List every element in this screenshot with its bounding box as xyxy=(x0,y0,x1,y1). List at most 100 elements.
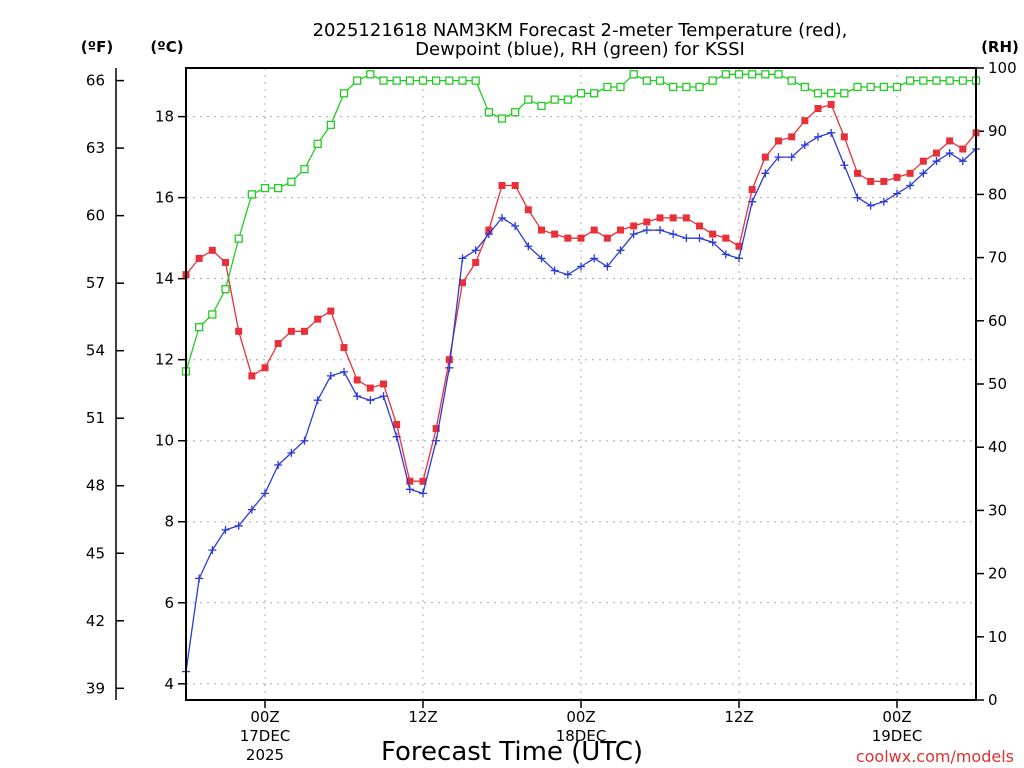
dewpoint-point xyxy=(419,489,427,498)
celsius-tick-label: 16 xyxy=(155,189,174,207)
dewpoint-point xyxy=(958,157,967,166)
temperature-point xyxy=(840,133,848,141)
rh-point xyxy=(708,76,717,85)
temperature-point xyxy=(208,246,216,254)
temperature-point xyxy=(643,218,651,226)
celsius-tick-label: 14 xyxy=(155,270,174,288)
fahrenheit-tick-label: 60 xyxy=(86,207,105,225)
celsius-tick-label: 6 xyxy=(164,594,174,612)
dewpoint-point xyxy=(906,181,915,190)
dewpoint-point xyxy=(721,250,730,259)
rh-tick-label: 100 xyxy=(988,59,1017,77)
dewpoint-point xyxy=(708,238,717,247)
dewpoint-point xyxy=(919,169,928,178)
dewpoint-point xyxy=(524,242,533,251)
temperature-point xyxy=(327,307,335,315)
fahrenheit-tick-label: 39 xyxy=(86,679,105,697)
x-tick-date: 18DEC xyxy=(556,727,607,745)
dewpoint-point xyxy=(498,213,506,222)
rh-point xyxy=(919,76,928,85)
rh-point xyxy=(800,82,809,92)
celsius-tick-label: 12 xyxy=(155,351,174,369)
temperature-point xyxy=(498,181,506,189)
rh-tick-label: 0 xyxy=(988,691,998,709)
rh-point xyxy=(576,89,586,98)
temperature-point xyxy=(617,226,624,234)
dewpoint-point xyxy=(221,525,230,534)
dewpoint-point xyxy=(379,392,388,401)
temperature-point xyxy=(854,169,861,177)
rh-axis: 0 10 20 30 40 50 60 70 80 90 100 xyxy=(976,59,1017,709)
x-axis-label: Forecast Time (UTC) xyxy=(381,737,643,767)
rh-point xyxy=(221,285,230,294)
dewpoint-point xyxy=(866,201,875,210)
temperature-point xyxy=(590,226,598,234)
rh-point xyxy=(958,76,967,85)
chart-title-line2: Dewpoint (blue), RH (green) for KSSI xyxy=(415,39,745,60)
rh-point xyxy=(682,82,691,92)
chart-title-line1: 2025121618 NAM3KM Forecast 2-meter Tempe… xyxy=(313,20,848,41)
dewpoint-point xyxy=(484,230,493,239)
temperature-point xyxy=(933,149,940,157)
dewpoint-point xyxy=(748,197,757,206)
rh-point xyxy=(932,76,941,85)
dewpoint-point xyxy=(590,254,599,263)
x-tick-label: 00Z xyxy=(566,708,595,726)
dewpoint-point xyxy=(629,230,638,239)
temperature-point xyxy=(511,181,519,189)
dewpoint-line xyxy=(185,132,977,672)
dewpoint-point xyxy=(247,505,256,514)
celsius-tick-label: 4 xyxy=(164,675,174,693)
rh-point xyxy=(629,70,638,79)
fahrenheit-tick-label: 54 xyxy=(86,342,105,360)
temperature-point xyxy=(564,234,572,242)
dewpoint-point xyxy=(366,396,375,405)
x-tick-date: 17DEC xyxy=(240,727,291,745)
temperature-point xyxy=(261,364,269,372)
rh-point xyxy=(906,76,915,85)
rh-point xyxy=(695,82,704,92)
fahrenheit-tick-label: 51 xyxy=(86,409,105,427)
plot-frame xyxy=(185,67,977,701)
temperature-point xyxy=(406,477,414,485)
dewpoint-point xyxy=(642,226,651,235)
rh-tick-label: 20 xyxy=(988,565,1007,583)
rh-tick-label: 90 xyxy=(988,122,1007,140)
dewpoint-point xyxy=(234,521,243,530)
celsius-axis: 4 6 8 10 12 14 16 18 xyxy=(155,108,186,693)
rh-point xyxy=(300,164,309,174)
dewpoint-point xyxy=(893,189,901,198)
temperature-point xyxy=(380,380,387,388)
rh-point xyxy=(260,183,270,193)
temperature-point xyxy=(682,214,690,222)
rh-point xyxy=(748,70,757,79)
dewpoint-point xyxy=(511,222,520,230)
rh-point xyxy=(313,139,322,148)
dewpoint-point xyxy=(300,436,309,445)
dewpoint-point xyxy=(432,436,441,445)
temperature-point xyxy=(353,376,361,384)
dewpoint-point xyxy=(458,254,467,263)
temperature-point xyxy=(524,206,532,214)
temperature-point xyxy=(906,169,914,177)
fahrenheit-tick-label: 66 xyxy=(86,72,105,90)
rh-point xyxy=(234,234,243,243)
rh-point xyxy=(734,70,744,79)
rh-point xyxy=(761,70,770,79)
rh-point xyxy=(366,70,375,79)
rh-point xyxy=(524,95,533,104)
dewpoint-point xyxy=(563,270,572,279)
dewpoint-point xyxy=(682,234,691,243)
x-tick-label: 00Z xyxy=(250,708,279,726)
celsius-unit-label: (ºC) xyxy=(150,38,183,56)
rh-tick-label: 80 xyxy=(988,185,1007,203)
rh-tick-label: 40 xyxy=(988,438,1007,456)
celsius-tick-label: 18 xyxy=(155,108,174,126)
dewpoint-point xyxy=(340,367,348,376)
fahrenheit-unit-label: (ºF) xyxy=(81,38,113,56)
dewpoint-point xyxy=(945,149,954,158)
rh-point xyxy=(616,82,625,92)
celsius-tick-label: 8 xyxy=(164,513,174,531)
